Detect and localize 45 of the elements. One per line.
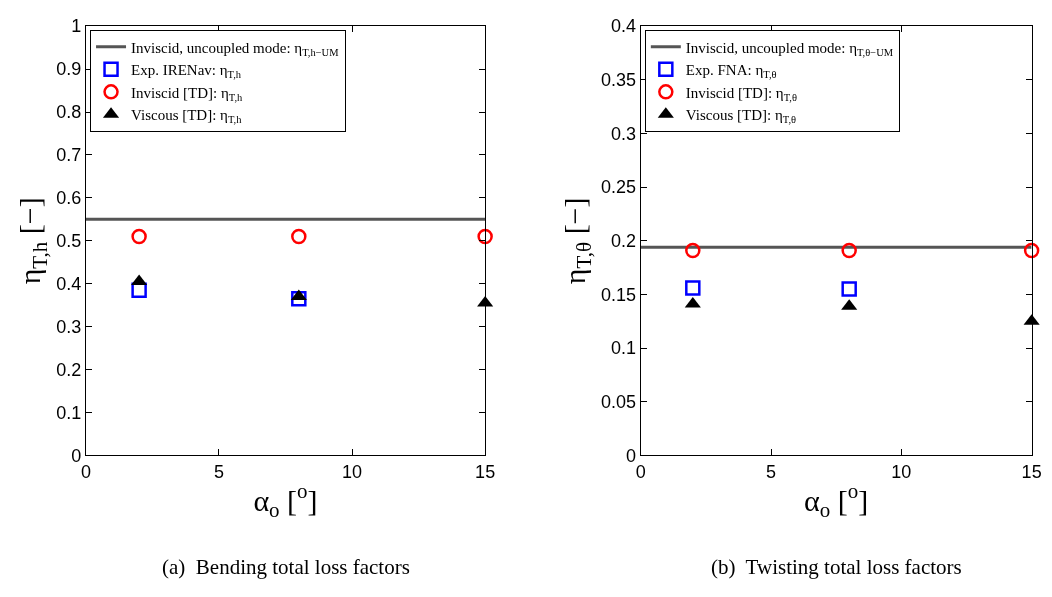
y-tick-label: 0.6: [56, 188, 82, 209]
point: [291, 291, 307, 307]
x-tick-label: 5: [213, 462, 224, 483]
point: [131, 274, 148, 286]
legend-label: Viscous [TD]: η$_{T,θ}$: [685, 107, 797, 126]
text: (a) Bending total loss factors: [162, 555, 410, 579]
y-tick-label: 0.3: [56, 316, 82, 337]
y-tick-label: 0.9: [56, 59, 82, 80]
x-tick-label: 15: [1021, 462, 1042, 483]
y-tick-label: 0.1: [56, 402, 82, 423]
legend-label: Inviscid [TD]: η$_{T,θ}$: [685, 84, 797, 103]
y-tick-label: 0: [626, 445, 637, 466]
y-tick-label: 0.5: [56, 231, 82, 252]
y-tick-label: 0.2: [56, 359, 82, 380]
y-tick-label: 0.8: [56, 102, 82, 123]
legend-label: Inviscid, uncoupled mode: η$_{T,θ−UM}$: [685, 39, 894, 58]
text: (b) Twisting total loss factors: [711, 555, 962, 579]
point: [131, 228, 147, 245]
y-tick-label: 0.35: [601, 70, 637, 91]
legend-label: Viscous [TD]: η$_{T,h}$: [131, 107, 243, 126]
y-tick-label: 0.7: [56, 145, 82, 166]
y-tick-label: 0.05: [601, 392, 637, 413]
x-axis-title: α$_{o}$ [$^{o}$]: [804, 478, 869, 522]
x-tick-label: 10: [342, 462, 363, 483]
point: [477, 228, 493, 245]
y-tick-label: 0.4: [56, 274, 82, 295]
x-axis-title: α$_{o}$ [$^{o}$]: [253, 478, 318, 522]
point: [291, 228, 307, 245]
legend-label: Exp. FNA: η$_{T,θ}$: [685, 62, 777, 81]
y-tick-label: 0.15: [601, 284, 637, 305]
y-tick-label: 1: [71, 16, 82, 37]
x-tick-label: 10: [891, 462, 912, 483]
y-tick-label: 0.3: [611, 123, 637, 144]
y-tick-label: 0.2: [611, 231, 637, 252]
y-tick-label: 0.4: [611, 16, 637, 37]
legend-label: Inviscid [TD]: η$_{T,h}$: [131, 84, 244, 103]
point: [131, 282, 147, 298]
x-tick-label: 5: [765, 462, 777, 483]
legend-label: Exp. IRENav: η$_{T,h}$: [131, 62, 242, 81]
y-tick-label: 0.1: [611, 338, 637, 359]
point: [290, 289, 307, 301]
legend-label: Inviscid, uncoupled mode: η$_{T,h−UM}$: [131, 39, 340, 58]
x-tick-label: 15: [475, 462, 496, 483]
y-tick-label: 0: [71, 445, 82, 466]
y-tick-label: 0.25: [601, 177, 637, 198]
